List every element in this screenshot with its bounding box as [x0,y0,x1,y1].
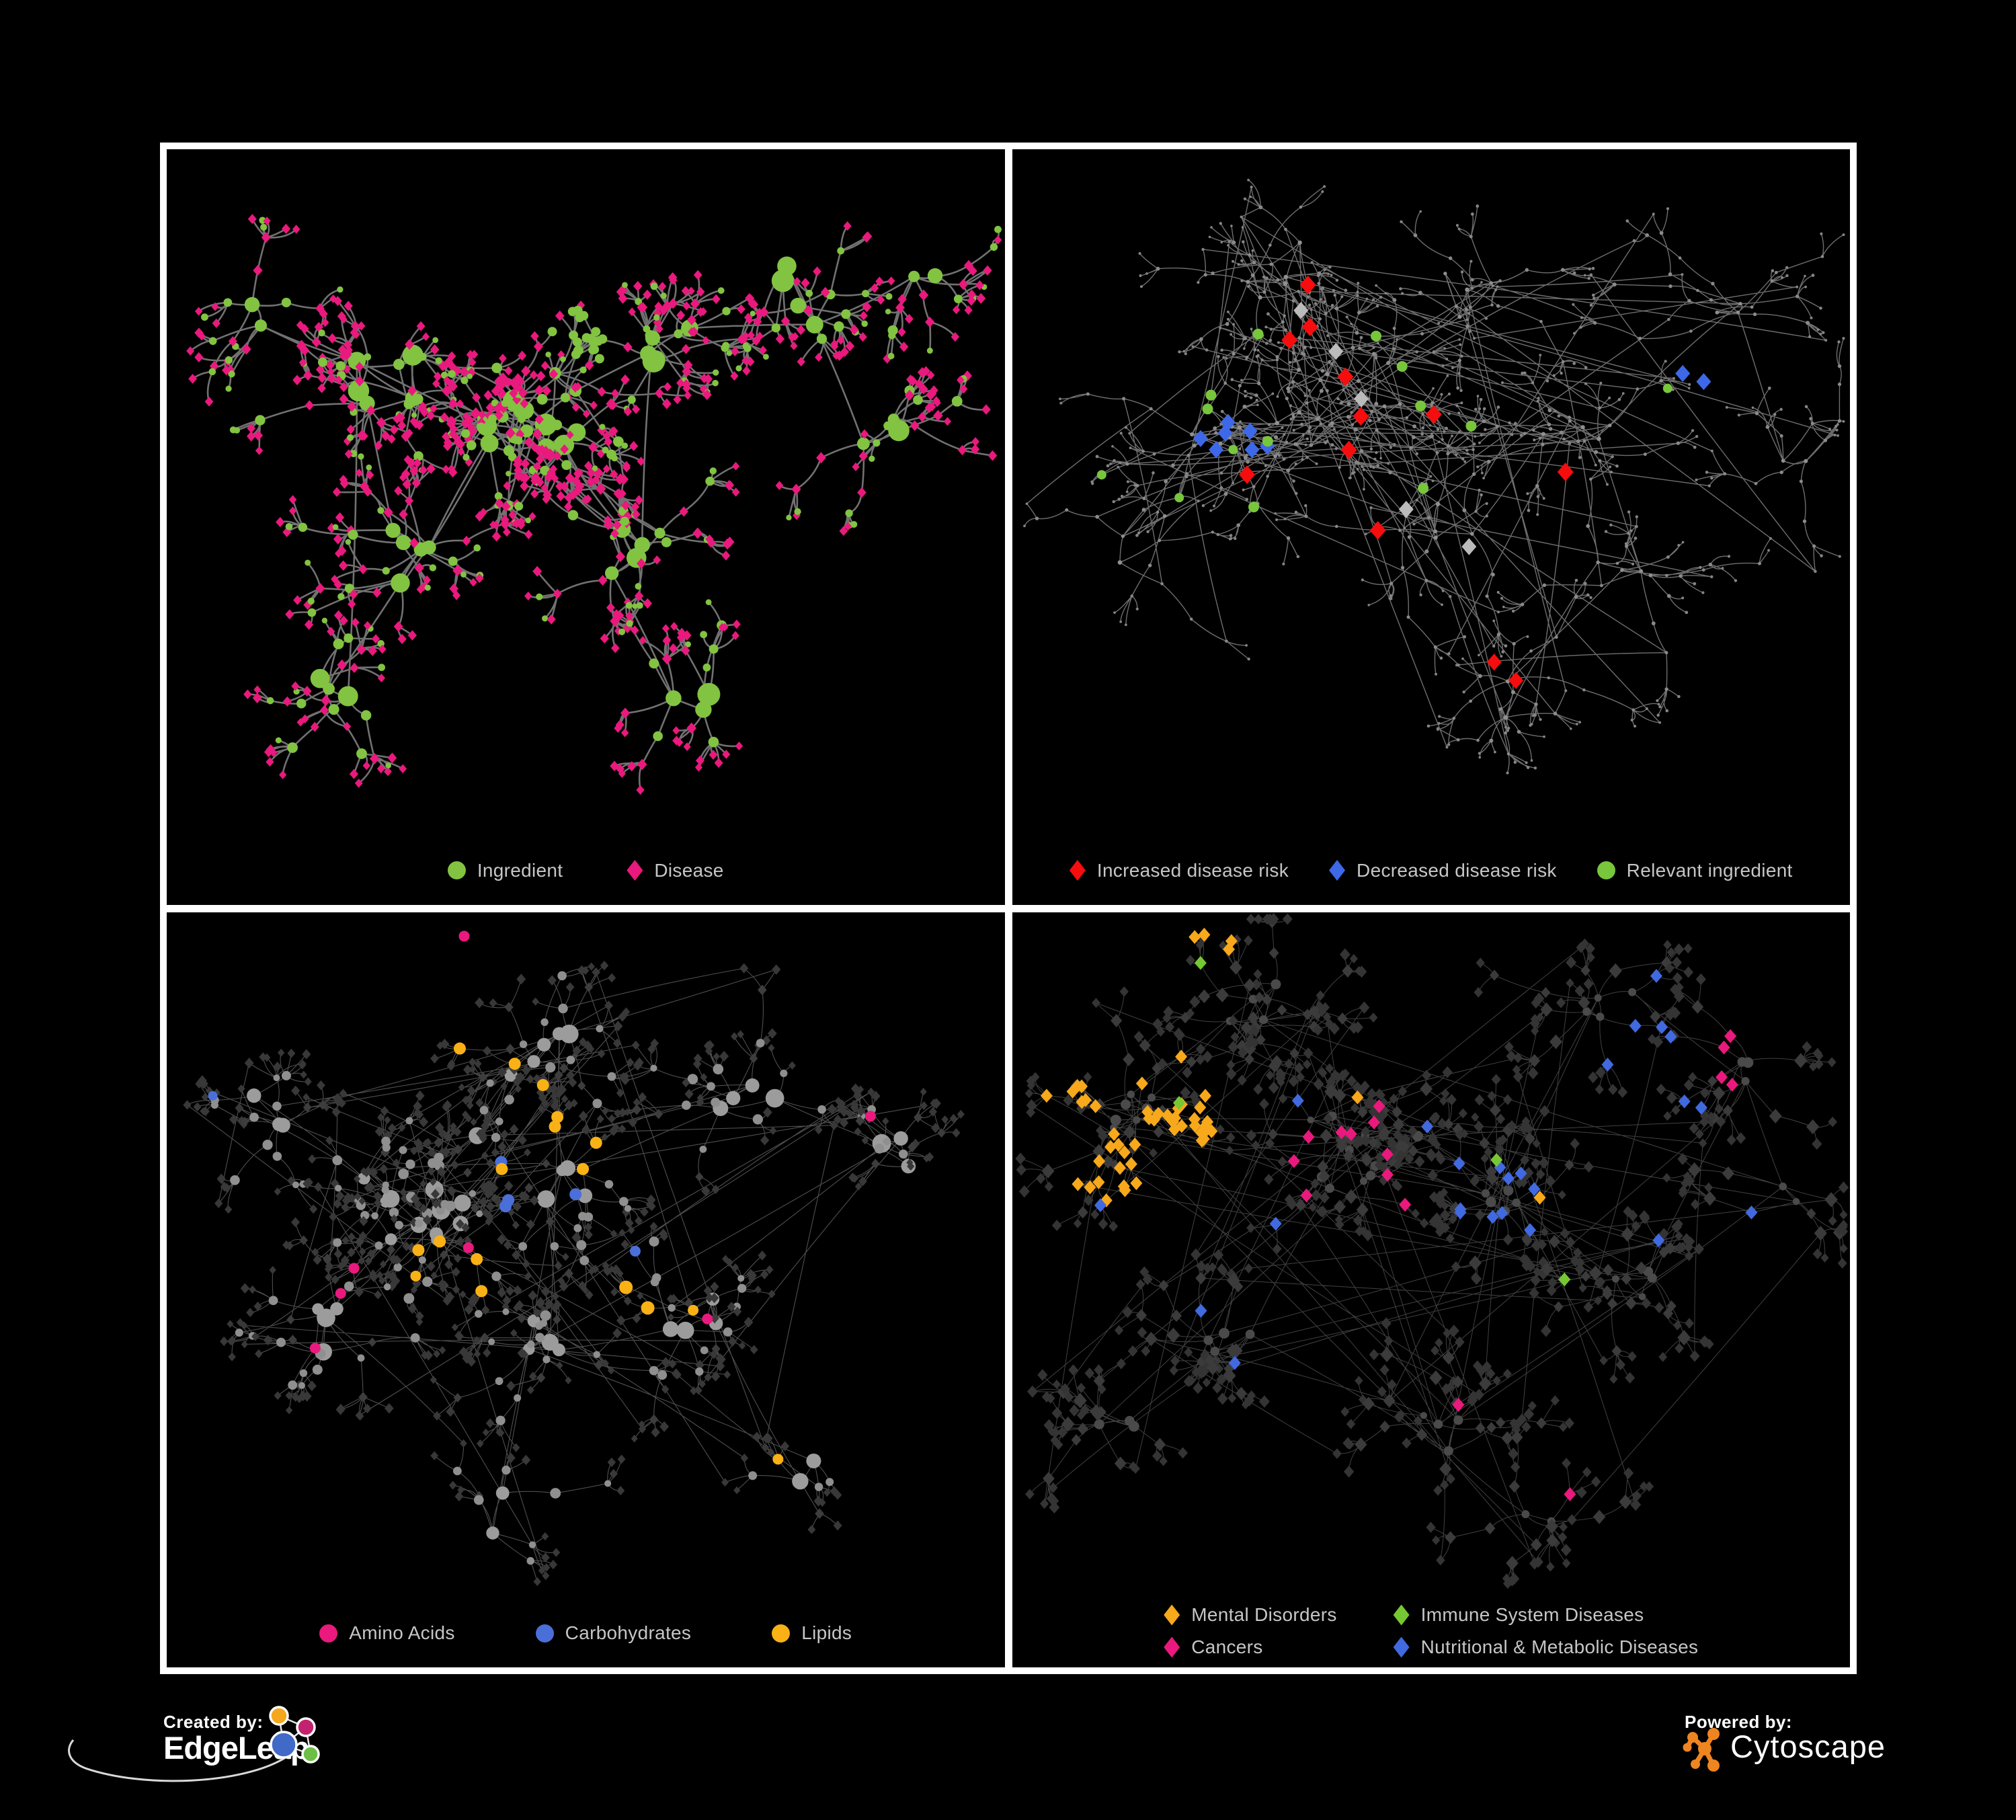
decreased-risk-diamond-icon [1329,860,1346,881]
legend-label: Nutritional & Metabolic Diseases [1420,1636,1699,1657]
legend-label: Cancers [1191,1636,1263,1657]
legend-item: Carbohydrates [535,1622,692,1644]
panel-disease-categories: Mental Disorders Immune System Diseases … [1012,912,1850,1667]
edgeleap-orange-node [269,1706,289,1726]
network-graph-nutrient-classes [183,930,965,1586]
lipids-circle-icon [772,1624,791,1643]
legend-item: Nutritional & Metabolic Diseases [1393,1636,1699,1658]
legend-label: Mental Disorders [1191,1604,1337,1625]
increased-risk-diamond-icon [1069,860,1086,881]
legend-item: Immune System Diseases [1393,1604,1644,1626]
legend-nutrient-classes: Amino Acids Carbohydrates Lipids [167,1622,1005,1644]
network-graph-disease-risk [1022,178,1845,775]
legend-item: Relevant ingredient [1597,860,1793,881]
cancers-diamond-icon [1164,1636,1180,1658]
created-by-label: Created by: [163,1712,264,1732]
cytoscape-logo-icon [1683,1728,1720,1772]
legend-item: Cancers [1164,1636,1262,1658]
nutritional-metabolic-diamond-icon [1393,1636,1410,1658]
ingredient-circle-icon [447,861,466,879]
mental-disorders-diamond-icon [1164,1604,1180,1626]
legend-item: Increased disease risk [1069,859,1289,881]
legend-label: Amino Acids [349,1622,455,1643]
legend-label: Lipids [801,1622,852,1643]
legend-label: Disease [654,859,724,881]
legend-item: Disease [627,860,723,881]
legend-item: Mental Disorders [1164,1604,1336,1626]
edgeleap-magenta-node [296,1717,316,1737]
legend-disease-categories: Mental Disorders Immune System Diseases … [1164,1604,1698,1658]
immune-system-diamond-icon [1393,1604,1410,1626]
legend-label: Immune System Diseases [1420,1604,1644,1625]
powered-by-label: Powered by: [1685,1712,1793,1732]
legend-disease-risk: Increased disease risk Decreased disease… [1012,860,1851,881]
edgeleap-green-node [301,1745,320,1764]
disease-diamond-icon [627,860,643,881]
panels-grid: Ingredient Disease Increased disease ris… [160,143,1857,1674]
legend-label: Ingredient [477,859,563,881]
legend-label: Relevant ingredient [1626,859,1793,881]
legend-label: Decreased disease risk [1357,859,1557,881]
cytoscape-brand-text: Cytoscape [1730,1729,1886,1764]
edgeleap-blue-node [270,1731,298,1759]
relevant-ingredient-circle-icon [1597,861,1615,879]
legend-label: Carbohydrates [565,1622,692,1643]
panel-ingredient-disease: Ingredient Disease [167,149,1005,905]
legend-item: Lipids [772,1622,852,1644]
panel-nutrient-classes: Amino Acids Carbohydrates Lipids [167,912,1005,1667]
legend-ingredient-disease: Ingredient Disease [167,860,1005,881]
legend-item: Ingredient [447,859,563,881]
carbohydrates-circle-icon [535,1624,554,1643]
legend-item: Decreased disease risk [1329,860,1557,881]
network-graph-disease-categories [1014,912,1849,1589]
panel-disease-risk: Increased disease risk Decreased disease… [1012,149,1851,905]
legend-item: Amino Acids [319,1622,454,1644]
network-graph-ingredient-disease [186,214,1002,795]
edgeleap-logo [68,1706,320,1782]
amino-acids-circle-icon [319,1624,338,1643]
legend-label: Increased disease risk [1096,859,1289,881]
